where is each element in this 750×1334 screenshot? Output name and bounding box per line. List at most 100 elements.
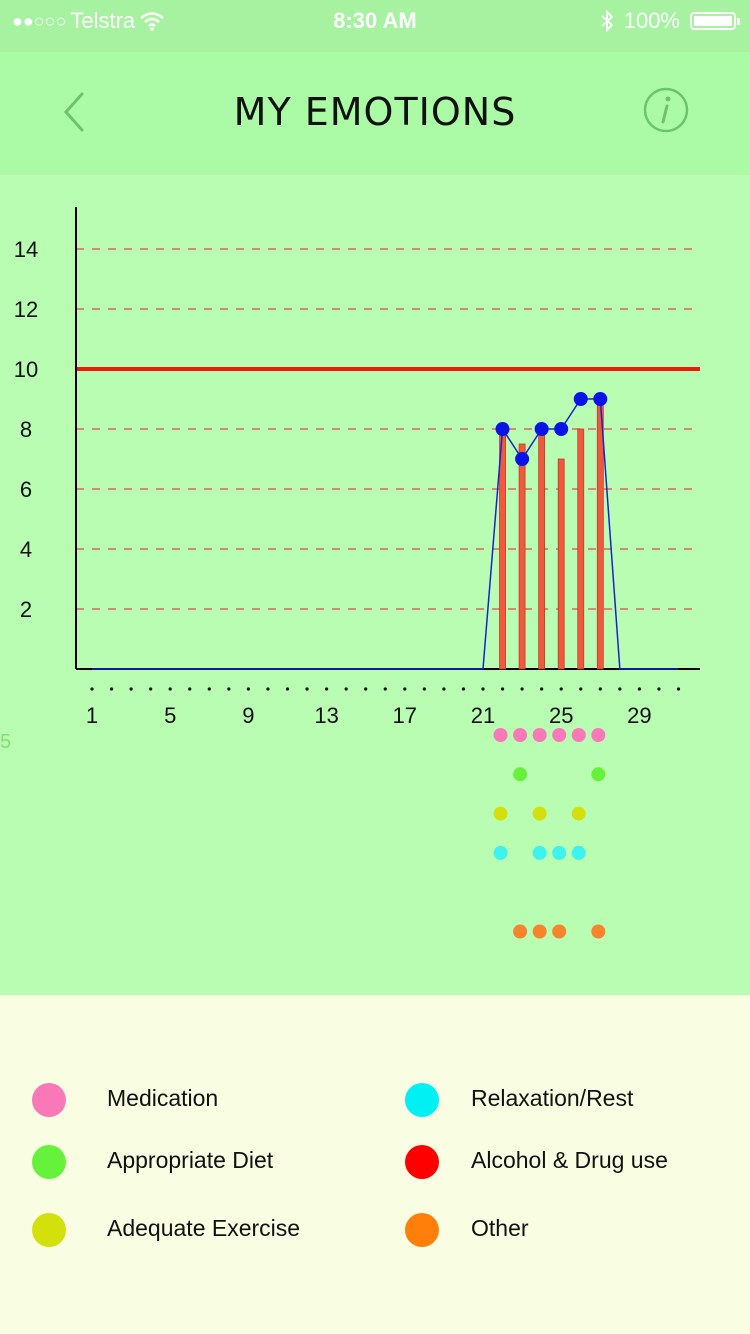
factor-dot	[552, 924, 567, 939]
status-bar: ●●○○○ Telstra 8:30 AM 100%	[0, 0, 750, 52]
data-point	[593, 392, 608, 406]
x-tick-dot	[285, 687, 290, 691]
legend-label: Medication	[107, 1085, 219, 1111]
data-point	[495, 422, 510, 436]
battery-percent: 100%	[623, 8, 680, 33]
x-tick-dot	[520, 687, 524, 691]
x-tick-dot	[676, 687, 681, 691]
x-tick-dot	[500, 687, 505, 691]
status-right: 100%	[600, 8, 740, 34]
factor-dot	[513, 767, 528, 782]
bar	[577, 428, 585, 670]
x-tick-dot	[149, 687, 153, 691]
legend-dot	[405, 1083, 439, 1117]
data-point	[534, 422, 549, 436]
nav-bar: MY EMOTIONS	[0, 52, 750, 175]
legend-dot	[32, 1083, 66, 1117]
x-tick-dot	[344, 687, 348, 691]
legend-label: Alcohol & Drug use	[471, 1147, 668, 1173]
page-title: MY EMOTIONS	[233, 90, 517, 134]
factor-dot	[493, 845, 508, 860]
legend-label: Appropriate Diet	[107, 1147, 274, 1173]
bar	[538, 428, 546, 670]
legend-dot	[405, 1145, 439, 1179]
emotions-chart: 2 4 6 8 10 12 14 1 5 9 13 17 21 25 29	[0, 175, 750, 995]
back-button[interactable]	[56, 90, 96, 134]
side-marker: 5	[0, 731, 12, 753]
x-tick-dot	[559, 687, 563, 691]
chart-svg: 2 4 6 8 10 12 14 1 5 9 13 17 21 25 29	[14, 207, 700, 939]
factor-dot	[532, 845, 547, 860]
bar	[518, 443, 526, 670]
wifi-icon	[140, 12, 164, 31]
factor-dot	[493, 728, 508, 742]
x-tick-label: 25	[549, 703, 573, 728]
x-tick-dot	[403, 687, 407, 691]
factor-dot	[591, 728, 606, 742]
factor-dot	[513, 924, 528, 939]
x-tick-dot	[540, 687, 544, 691]
info-icon	[643, 87, 689, 133]
carrier-info: ●●○○○ Telstra	[12, 8, 165, 34]
x-tick-dot	[168, 687, 172, 691]
legend-label: Other	[471, 1215, 529, 1241]
factor-dot	[591, 767, 606, 782]
x-tick-dot	[129, 687, 133, 691]
bar	[499, 428, 506, 670]
x-tick-dot	[422, 687, 426, 691]
signal-icon: ●●○○○	[12, 10, 67, 31]
legend-label: Adequate Exercise	[107, 1215, 301, 1241]
x-tick-dot	[266, 687, 270, 691]
y-tick-label: 2	[20, 597, 32, 622]
x-tick-dot	[637, 687, 642, 691]
x-tick-dot	[461, 687, 466, 691]
x-tick-dot	[598, 687, 602, 691]
factor-dot	[493, 806, 508, 821]
x-tick-dot	[442, 687, 446, 691]
x-tick-dot	[109, 687, 114, 691]
y-tick-label: 10	[14, 357, 38, 382]
bluetooth-icon	[601, 10, 614, 32]
x-tick-dot	[383, 687, 387, 691]
factor-dot	[571, 845, 586, 860]
y-tick-label: 6	[20, 477, 32, 502]
factor-dot	[571, 728, 586, 742]
x-tick-dot	[618, 687, 622, 691]
legend-dot	[32, 1213, 66, 1247]
x-tick-dot	[90, 687, 94, 691]
carrier-name: Telstra	[70, 8, 136, 33]
x-tick-dot	[657, 687, 661, 691]
factor-dot	[532, 728, 547, 742]
y-tick-label: 4	[20, 537, 32, 562]
x-tick-label: 17	[393, 703, 417, 728]
x-tick-dot	[227, 687, 231, 691]
data-point	[515, 452, 530, 466]
info-button[interactable]	[642, 86, 690, 134]
x-tick-dot	[246, 687, 250, 691]
x-tick-label: 5	[164, 703, 176, 728]
data-point	[573, 392, 588, 406]
y-tick-label: 12	[14, 297, 38, 322]
factor-dot	[571, 806, 586, 821]
factor-dot	[532, 924, 547, 939]
chevron-left-icon	[63, 92, 84, 132]
data-point	[554, 422, 569, 436]
x-tick-dot	[364, 687, 368, 691]
x-tick-label: 9	[242, 703, 254, 728]
legend-dot	[405, 1213, 439, 1247]
factor-dot	[532, 806, 547, 821]
x-tick-label: 21	[471, 703, 495, 728]
y-tick-label: 14	[14, 237, 38, 262]
bar	[596, 398, 604, 670]
factor-dot	[591, 924, 606, 939]
x-tick-label: 29	[627, 703, 651, 728]
factor-dot	[552, 845, 567, 860]
legend-label: Relaxation/Rest	[471, 1085, 634, 1111]
x-tick-dot	[481, 687, 485, 691]
legend-dot	[32, 1145, 66, 1179]
status-time: 8:30 AM	[333, 8, 417, 33]
emotion-line	[92, 398, 679, 670]
x-tick-dot	[325, 687, 329, 691]
legend: Medication Appropriate Diet Adequate Exerc…	[0, 995, 750, 1334]
factor-dot	[513, 728, 528, 742]
